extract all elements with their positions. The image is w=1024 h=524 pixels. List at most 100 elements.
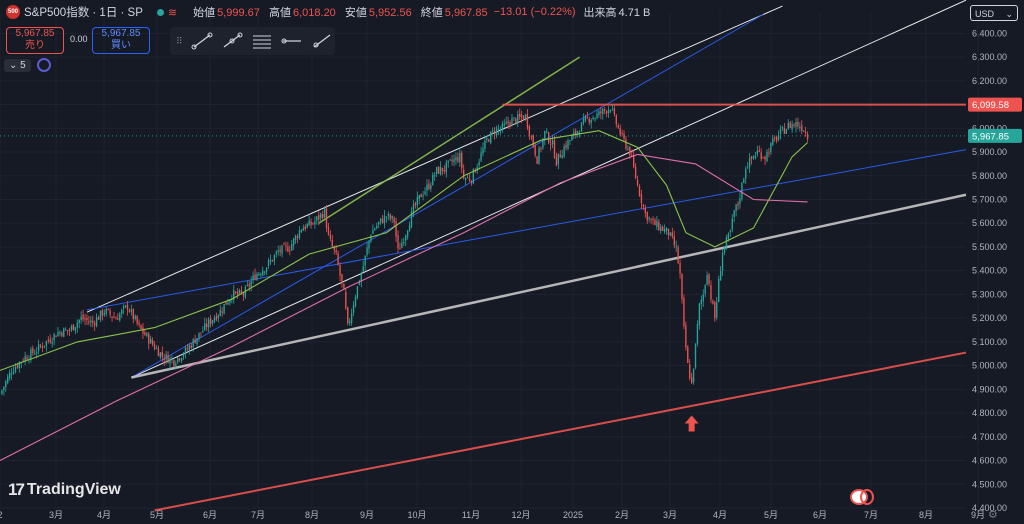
horizontal-ray-icon[interactable] xyxy=(280,31,304,51)
y-tick-label: 6,000.00 xyxy=(972,123,1007,133)
y-tick-label: 5,800.00 xyxy=(972,171,1007,181)
candle-body xyxy=(132,309,134,320)
candle-body xyxy=(650,218,652,220)
candle-body xyxy=(188,345,191,350)
candle-body xyxy=(339,265,341,276)
candle-body xyxy=(783,127,786,134)
grip-icon[interactable]: ⠿ xyxy=(176,35,183,46)
candle-body xyxy=(644,207,646,213)
candle-body xyxy=(410,211,413,228)
candle-body xyxy=(530,136,532,138)
x-tick-label: 2025 xyxy=(563,510,583,520)
candle-body xyxy=(491,130,494,132)
buy-button[interactable]: 5,967.85 買い xyxy=(92,27,150,54)
candle-body xyxy=(573,132,575,136)
candle-body xyxy=(356,286,359,299)
candle-body xyxy=(385,216,388,218)
candle-body xyxy=(416,197,418,206)
fib-tool-icon[interactable] xyxy=(250,31,274,51)
candle-body xyxy=(455,156,457,161)
candle-body xyxy=(667,228,670,236)
candle-body xyxy=(696,324,699,345)
candle-body xyxy=(474,169,476,173)
candle-body xyxy=(148,333,150,344)
candle-body xyxy=(408,225,411,232)
candle-body xyxy=(209,318,212,325)
candle-body xyxy=(121,310,123,314)
candle-body xyxy=(177,357,179,362)
x-tick-label: 10月 xyxy=(407,510,426,520)
candle-body xyxy=(548,132,550,144)
ray-tool-icon[interactable] xyxy=(310,31,334,51)
candle-body xyxy=(406,230,409,237)
indicator-count: ⌄ 5 xyxy=(4,58,31,72)
candle-body xyxy=(358,282,361,285)
symbol-title[interactable]: S&P500指数 · 1日 · SP xyxy=(24,7,143,19)
candle-body xyxy=(665,227,668,231)
candle-body xyxy=(22,360,24,362)
y-tick-label: 4,900.00 xyxy=(972,384,1007,394)
candle-body xyxy=(464,178,467,180)
candle-body xyxy=(470,180,473,183)
candle-body xyxy=(445,162,447,173)
candle-body xyxy=(449,159,451,161)
currency-selector[interactable]: USD ⌄ xyxy=(970,5,1018,21)
x-tick-label: 6月 xyxy=(813,510,827,520)
candle-body xyxy=(486,138,488,140)
candle-body xyxy=(350,313,353,323)
y-tick-label: 5,400.00 xyxy=(972,266,1007,276)
candle-body xyxy=(441,167,444,172)
candle-body xyxy=(575,130,577,135)
candle-body xyxy=(453,159,455,163)
candle-body xyxy=(68,329,71,331)
candle-body xyxy=(638,186,641,196)
candle-body xyxy=(509,122,511,126)
candle-body xyxy=(379,218,382,222)
candle-body xyxy=(806,134,809,140)
candle-body xyxy=(273,255,276,261)
candle-body xyxy=(354,296,357,307)
trendline-tool-icon[interactable] xyxy=(190,31,214,51)
candle-body xyxy=(233,290,235,300)
candle-body xyxy=(756,150,759,155)
candle-body xyxy=(57,332,59,336)
candle-body xyxy=(389,214,391,219)
candle-body xyxy=(706,275,708,285)
candle-body xyxy=(292,238,295,246)
indicator-toggle[interactable]: ⌄ 5 xyxy=(4,58,51,72)
candle-body xyxy=(515,118,517,124)
candle-body xyxy=(287,246,289,252)
y-tick-label: 6,200.00 xyxy=(972,76,1007,86)
channel-tool-icon[interactable] xyxy=(220,31,244,51)
candle-body xyxy=(318,214,320,220)
chart-header: 500 S&P500指数 · 1日 · SP ≋ 始値 5,999.67 高値 6,… xyxy=(0,0,650,24)
candle-body xyxy=(103,312,106,315)
trendline xyxy=(86,149,967,311)
candle-body xyxy=(430,185,432,189)
candle-body xyxy=(312,223,314,225)
sell-button[interactable]: 5,967.85 売り xyxy=(6,27,64,54)
candle-body xyxy=(797,121,799,127)
y-tick-label: 5,600.00 xyxy=(972,218,1007,228)
candle-body xyxy=(111,316,113,318)
wave-icon: ≋ xyxy=(167,6,178,19)
candle-body xyxy=(532,135,534,147)
candle-body xyxy=(437,166,440,174)
candle-body xyxy=(362,266,364,272)
candle-body xyxy=(95,317,98,327)
x-tick-label: 7月 xyxy=(251,510,265,520)
candle-body xyxy=(418,194,420,199)
candle-body xyxy=(65,329,67,331)
settings-gear-icon[interactable]: ⚙ xyxy=(988,509,998,521)
candle-body xyxy=(173,360,175,366)
candle-body xyxy=(524,114,527,119)
candle-body xyxy=(741,182,743,199)
candle-body xyxy=(66,329,69,331)
candle-body xyxy=(291,244,293,251)
candle-body xyxy=(285,245,287,247)
y-tick-label: 5,200.00 xyxy=(972,313,1007,323)
candle-body xyxy=(435,167,438,175)
candle-body xyxy=(718,278,720,302)
candle-body xyxy=(126,304,129,310)
